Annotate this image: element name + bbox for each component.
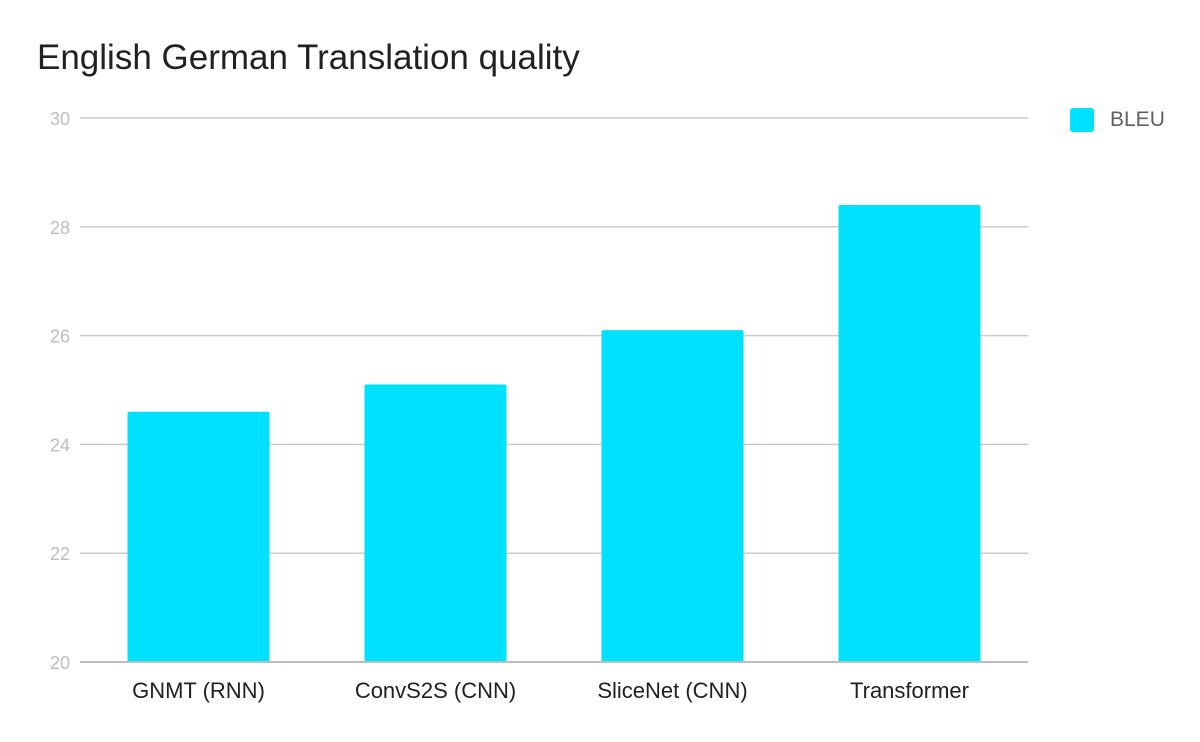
y-tick-label: 20 bbox=[50, 653, 70, 673]
chart-title: English German Translation quality bbox=[37, 38, 580, 77]
x-tick-label: ConvS2S (CNN) bbox=[355, 678, 516, 703]
x-tick-label: GNMT (RNN) bbox=[132, 678, 265, 703]
bar-slicenet-cnn bbox=[601, 330, 744, 662]
x-tick-label: SliceNet (CNN) bbox=[597, 678, 747, 703]
legend-label-bleu: BLEU bbox=[1110, 108, 1165, 131]
y-tick-label: 28 bbox=[50, 218, 70, 238]
bar-gnmt-rnn bbox=[127, 411, 270, 662]
x-tick-label: Transformer bbox=[850, 678, 969, 703]
bar-transformer bbox=[838, 205, 981, 663]
y-tick-label: 26 bbox=[50, 327, 70, 347]
y-tick-label: 30 bbox=[50, 109, 70, 129]
y-tick-label: 22 bbox=[50, 544, 70, 564]
bar-convs2s-cnn bbox=[364, 384, 507, 662]
legend-swatch-bleu bbox=[1070, 108, 1094, 132]
legend: BLEU bbox=[1070, 108, 1165, 132]
y-tick-label: 24 bbox=[50, 435, 70, 455]
